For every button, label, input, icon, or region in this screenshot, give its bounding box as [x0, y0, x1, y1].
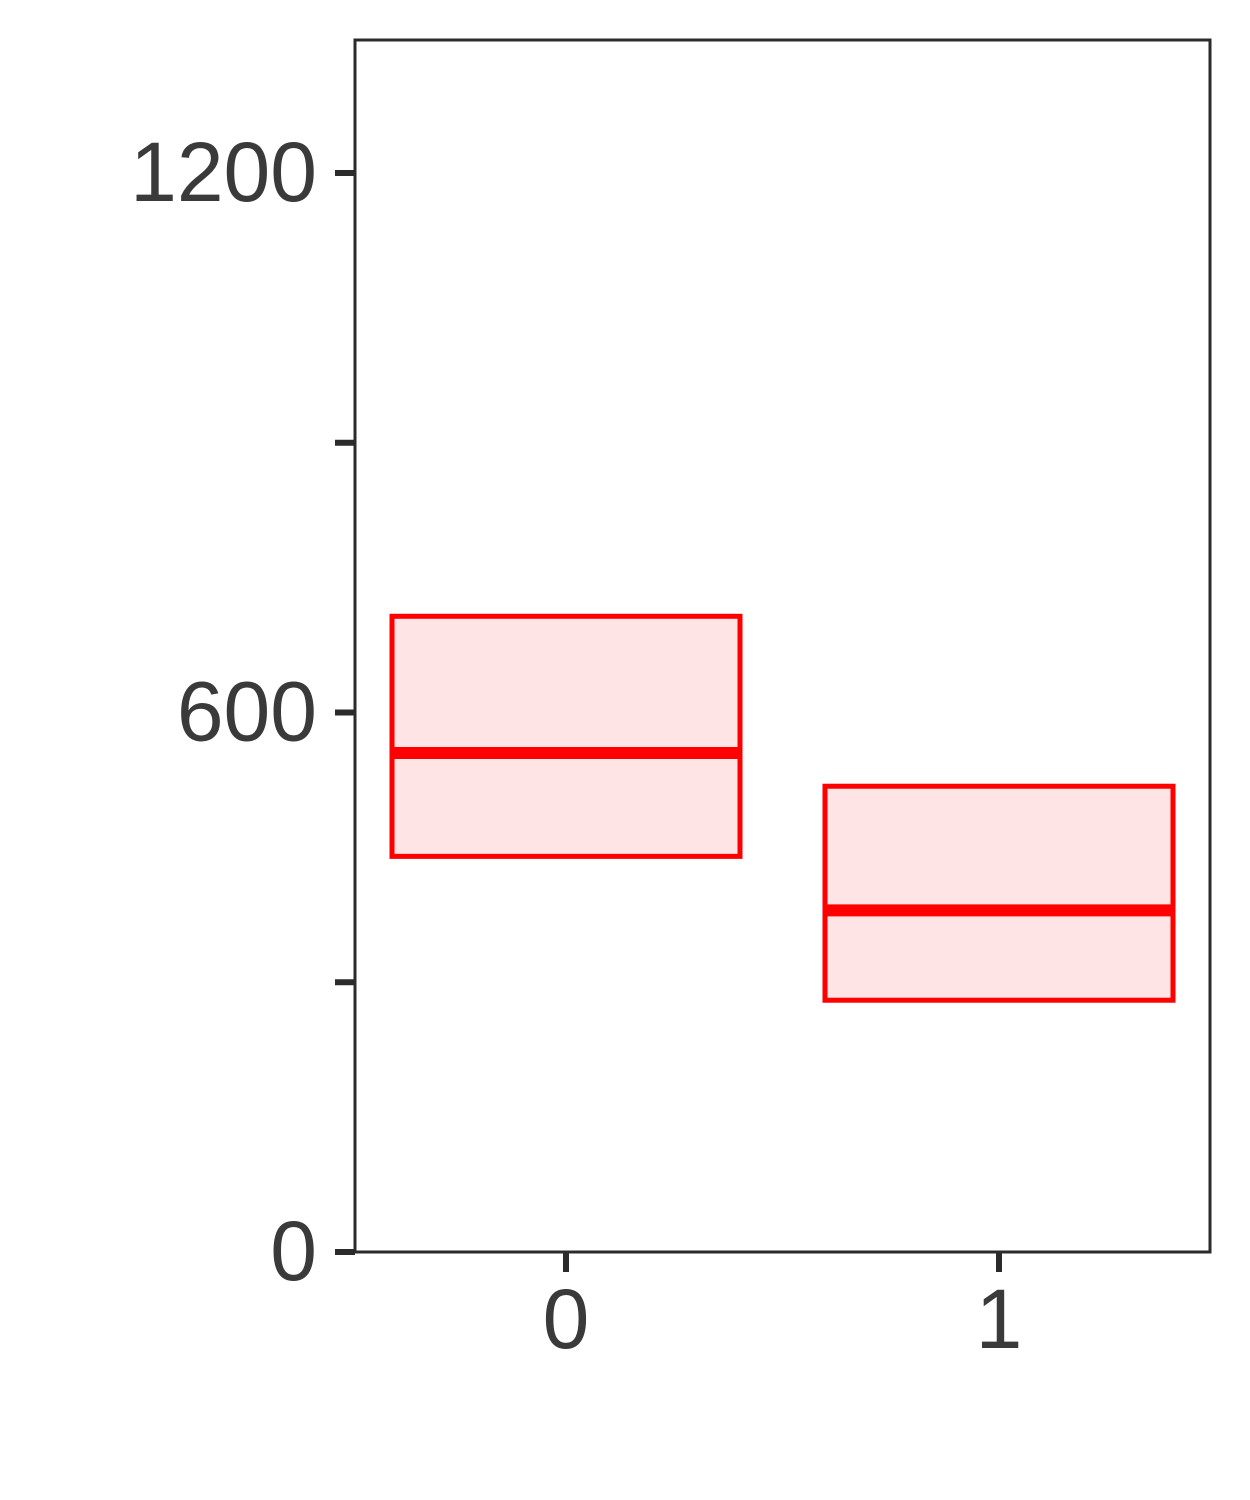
box-group-1 — [822, 783, 1176, 1003]
y-tick-label-0: 0 — [270, 1204, 317, 1298]
axes: 0 600 1200 0 1 — [130, 125, 1022, 1366]
box-1 — [822, 783, 1176, 1003]
x-tick-label-0: 0 — [543, 1272, 590, 1366]
x-tick-label-1: 1 — [976, 1272, 1023, 1366]
boxes-layer — [389, 613, 1176, 1003]
y-tick-label-1200: 1200 — [130, 125, 317, 219]
box-group-0 — [389, 613, 743, 859]
box-0 — [389, 613, 743, 859]
plot-panel-border — [353, 38, 1212, 1254]
y-tick-label-600: 600 — [177, 665, 317, 759]
